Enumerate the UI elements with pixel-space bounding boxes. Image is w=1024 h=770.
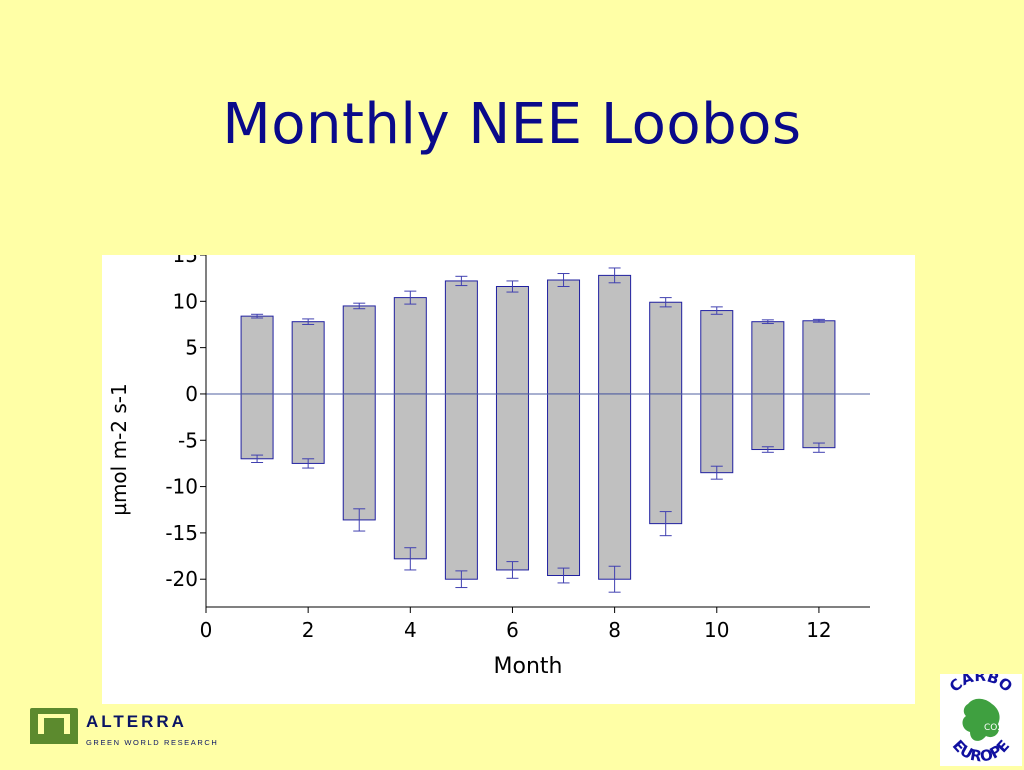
chart-panel: 15 10 5 0 -5 -10 -15 -20 0 2 4 6 8 10 12 Month µmol m… [102,255,915,704]
error-bar-month-2-negative [302,458,315,469]
bar-month-5-positive [444,280,478,395]
bar-month-7-positive [547,279,581,395]
error-bar-month-10-negative [710,465,723,480]
x-ticks-group: 0 2 4 6 8 10 12 [200,607,832,642]
x-tick-label: 10 [704,618,729,642]
bar-month-10-positive [700,310,734,395]
y-axis-label: µmol m-2 s-1 [107,383,131,516]
bar-month-2-positive [291,321,325,395]
nee-bar-chart: 15 10 5 0 -5 -10 -15 -20 0 2 4 6 8 10 12 Month µmol m… [107,255,870,679]
error-bar-month-4-negative [404,547,417,571]
x-tick-label: 2 [302,618,315,642]
error-bar-month-2-positive [302,318,315,325]
error-bar-month-4-positive [404,290,417,305]
error-bar-month-12-positive [812,318,825,323]
carbo-bottom-text: EUROPE [949,736,1013,765]
bar-month-10-negative [700,393,734,474]
error-bar-month-5-negative [455,570,468,589]
bar-month-6-positive [495,285,529,395]
bar-month-12-positive [802,320,836,395]
bars-group [240,274,836,580]
x-tick-label: 12 [806,618,831,642]
y-tick-label: -10 [165,475,198,499]
error-bar-month-8-negative [608,565,621,593]
alterra-mark-icon [30,708,78,744]
bar-month-1-negative [240,393,274,460]
bar-month-9-positive [649,301,683,395]
bar-month-8-negative [598,393,632,580]
error-bar-month-9-negative [659,511,672,537]
error-bar-month-10-positive [710,306,723,315]
error-bar-month-12-negative [812,442,825,453]
bar-month-9-negative [649,393,683,525]
error-bar-month-11-negative [761,446,774,453]
error-bar-month-1-positive [251,313,264,319]
bar-month-11-negative [751,393,785,451]
x-tick-label: 6 [506,618,519,642]
x-tick-label: 4 [404,618,417,642]
y-tick-label: -20 [165,567,198,591]
y-tick-label: 0 [185,382,198,406]
x-axis-label: Month [494,654,563,679]
bar-month-11-positive [751,321,785,395]
error-bar-month-6-negative [506,561,519,579]
bar-month-12-negative [802,393,836,449]
bar-month-8-positive [598,274,632,395]
y-tick-label: -15 [165,521,198,545]
alterra-logo: ALTERRA GREEN WORLD RESEARCH [30,706,230,756]
error-bars-group [251,267,825,593]
error-bar-month-3-positive [353,302,366,310]
error-bar-month-3-negative [353,508,366,532]
bar-month-3-positive [342,305,376,395]
y-tick-label: 5 [185,336,198,360]
carboeurope-map-icon: CO2 CARBO EUROPE [946,667,1016,766]
error-bar-month-1-negative [251,454,264,463]
bar-month-6-negative [495,393,529,571]
error-bar-month-7-negative [557,567,570,584]
error-bar-month-8-positive [608,267,621,284]
bar-month-1-positive [240,315,274,395]
x-tick-label: 8 [608,618,621,642]
bar-month-2-negative [291,393,325,464]
error-bar-month-7-positive [557,273,570,287]
y-tick-label: -5 [178,428,198,452]
slide-title: Monthly NEE Loobos [222,92,802,157]
svg-text:EUROPE: EUROPE [949,736,1013,765]
carbo-mark-text: CO2 [984,723,1003,733]
error-bar-month-6-positive [506,280,519,293]
y-tick-label: 10 [173,289,198,313]
bar-month-4-positive [393,297,427,395]
error-bar-month-9-positive [659,297,672,308]
error-bar-month-11-positive [761,319,774,325]
carbo-top-text: CARBO [946,667,1016,696]
svg-text:CARBO: CARBO [946,674,1016,696]
bar-month-3-negative [342,393,376,521]
y-tick-label: 15 [173,255,198,267]
bar-month-5-negative [444,393,478,580]
bar-month-7-negative [547,393,581,577]
x-tick-label: 0 [200,618,213,642]
error-bar-month-5-positive [455,275,468,287]
bar-month-4-negative [393,393,427,560]
alterra-tagline: GREEN WORLD RESEARCH [86,738,219,747]
y-ticks-group: 15 10 5 0 -5 -10 -15 -20 [165,255,206,591]
carboeurope-logo: CO2 CARBO EUROPE [940,667,1022,766]
alterra-name: ALTERRA [86,712,187,731]
